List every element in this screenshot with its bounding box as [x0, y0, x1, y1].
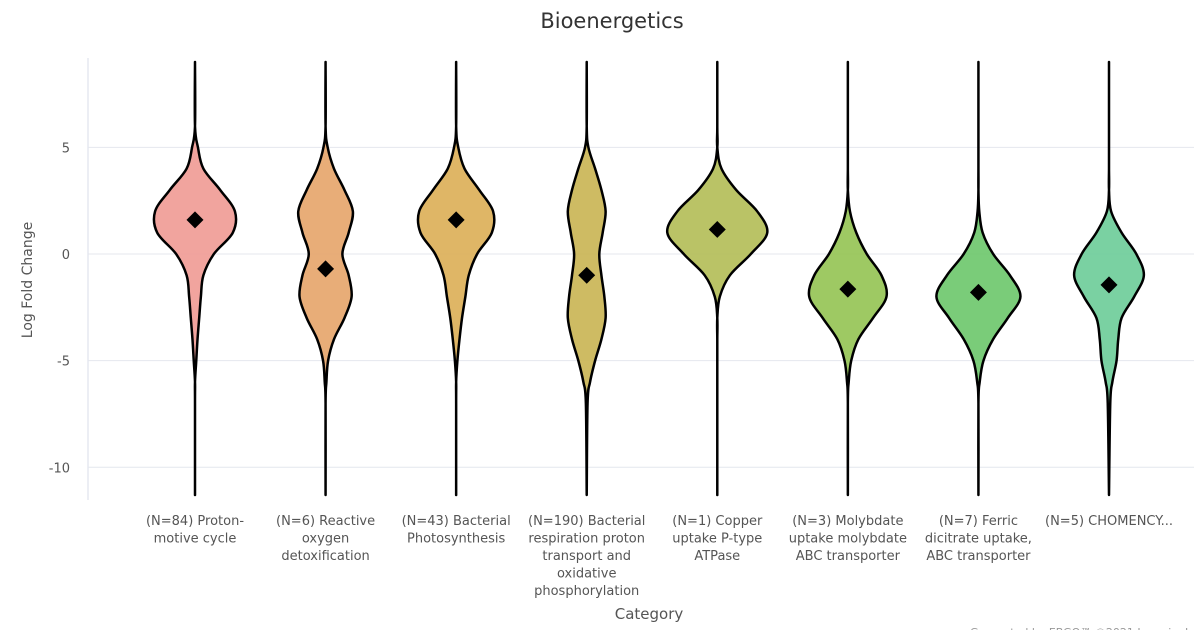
violin: [152, 60, 238, 497]
x-axis-label: Category: [615, 605, 684, 623]
x-tick-label: oxidative: [557, 567, 616, 582]
mean-marker: [578, 266, 596, 284]
x-tick-label: (N=1) Copper: [672, 514, 763, 529]
mean-marker: [317, 260, 335, 278]
x-tick-label: respiration proton: [528, 532, 645, 547]
y-tick-label: -10: [49, 461, 70, 476]
x-tick-label: uptake P-type: [672, 532, 762, 547]
mean-marker: [969, 283, 987, 301]
x-tick-label: phosphorylation: [534, 584, 639, 599]
x-tick-label: (N=6) Reactive: [276, 514, 375, 529]
mean-marker: [708, 220, 726, 238]
mean-marker: [186, 211, 204, 229]
x-tick-label: (N=43) Bacterial: [402, 514, 511, 529]
y-tick-label: -5: [57, 355, 70, 370]
x-tick-label: (N=84) Proton-: [146, 514, 244, 529]
x-tick-label: motive cycle: [154, 532, 237, 547]
x-tick-label: (N=3) Molybdate: [792, 514, 903, 529]
x-tick-label: oxygen: [302, 532, 349, 547]
mean-marker: [839, 280, 857, 298]
footer: Generated by EBGO™ ©2021 Ingenio, I: [970, 626, 1188, 630]
x-tick-label: Photosynthesis: [407, 532, 506, 547]
mean-marker: [447, 211, 465, 229]
violin: [416, 60, 496, 497]
x-tick-label: ABC transporter: [926, 549, 1031, 564]
x-tick-label: uptake molybdate: [789, 532, 907, 547]
x-tick-label: detoxification: [281, 549, 369, 564]
violin: [935, 60, 1022, 497]
chart-title: Bioenergetics: [540, 9, 683, 33]
x-tick-label: (N=5) CHOMENCY...: [1045, 514, 1173, 529]
y-tick-label: 5: [62, 141, 70, 156]
x-tick-label: (N=7) Ferric: [939, 514, 1018, 529]
y-axis-label: Log Fold Change: [20, 222, 36, 338]
y-tick-label: 0: [62, 248, 70, 263]
x-tick-label: dicitrate uptake,: [925, 532, 1032, 547]
x-tick-label: (N=190) Bacterial: [528, 514, 645, 529]
x-tick-label: ABC transporter: [796, 549, 901, 564]
x-tick-label: ATPase: [694, 549, 740, 564]
violin: [807, 60, 889, 497]
x-tick-label: transport and: [542, 549, 631, 564]
violin: [665, 60, 769, 497]
violin: [296, 60, 355, 497]
